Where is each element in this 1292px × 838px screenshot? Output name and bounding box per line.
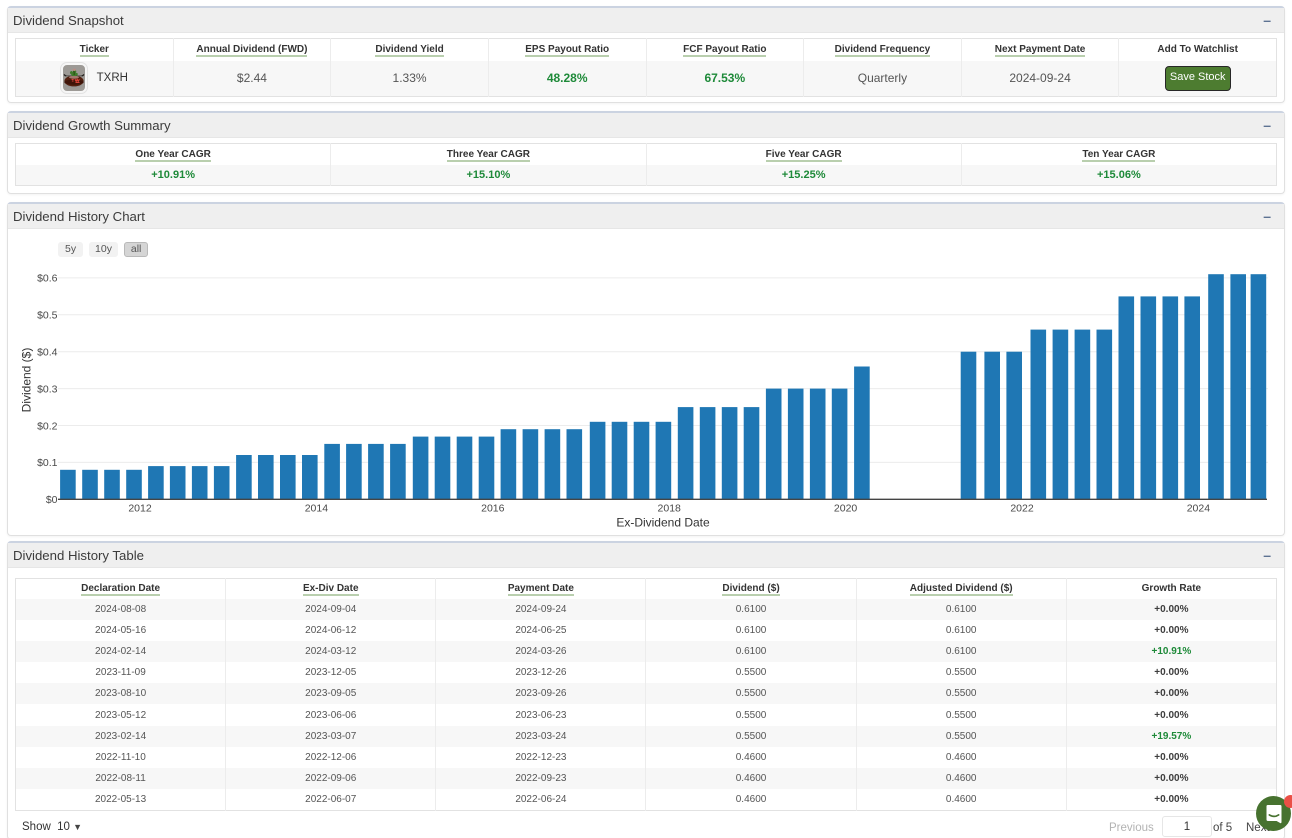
svg-text:2024: 2024 bbox=[1187, 503, 1211, 515]
svg-text:$0.4: $0.4 bbox=[37, 347, 58, 359]
svg-text:2012: 2012 bbox=[128, 503, 152, 515]
svg-text:2014: 2014 bbox=[305, 503, 329, 515]
svg-text:$0: $0 bbox=[46, 494, 58, 506]
svg-text:$0.5: $0.5 bbox=[37, 310, 58, 322]
svg-text:Dividend ($): Dividend ($) bbox=[20, 348, 34, 413]
svg-text:2020: 2020 bbox=[834, 503, 858, 515]
svg-text:2022: 2022 bbox=[1010, 503, 1034, 515]
svg-text:Ex-Dividend Date: Ex-Dividend Date bbox=[616, 516, 710, 530]
svg-text:$0.3: $0.3 bbox=[37, 383, 58, 395]
svg-text:$0.6: $0.6 bbox=[37, 273, 58, 285]
svg-text:2018: 2018 bbox=[658, 503, 682, 515]
svg-text:$0.2: $0.2 bbox=[37, 420, 58, 432]
svg-text:2016: 2016 bbox=[481, 503, 505, 515]
svg-text:$0.1: $0.1 bbox=[37, 457, 58, 469]
